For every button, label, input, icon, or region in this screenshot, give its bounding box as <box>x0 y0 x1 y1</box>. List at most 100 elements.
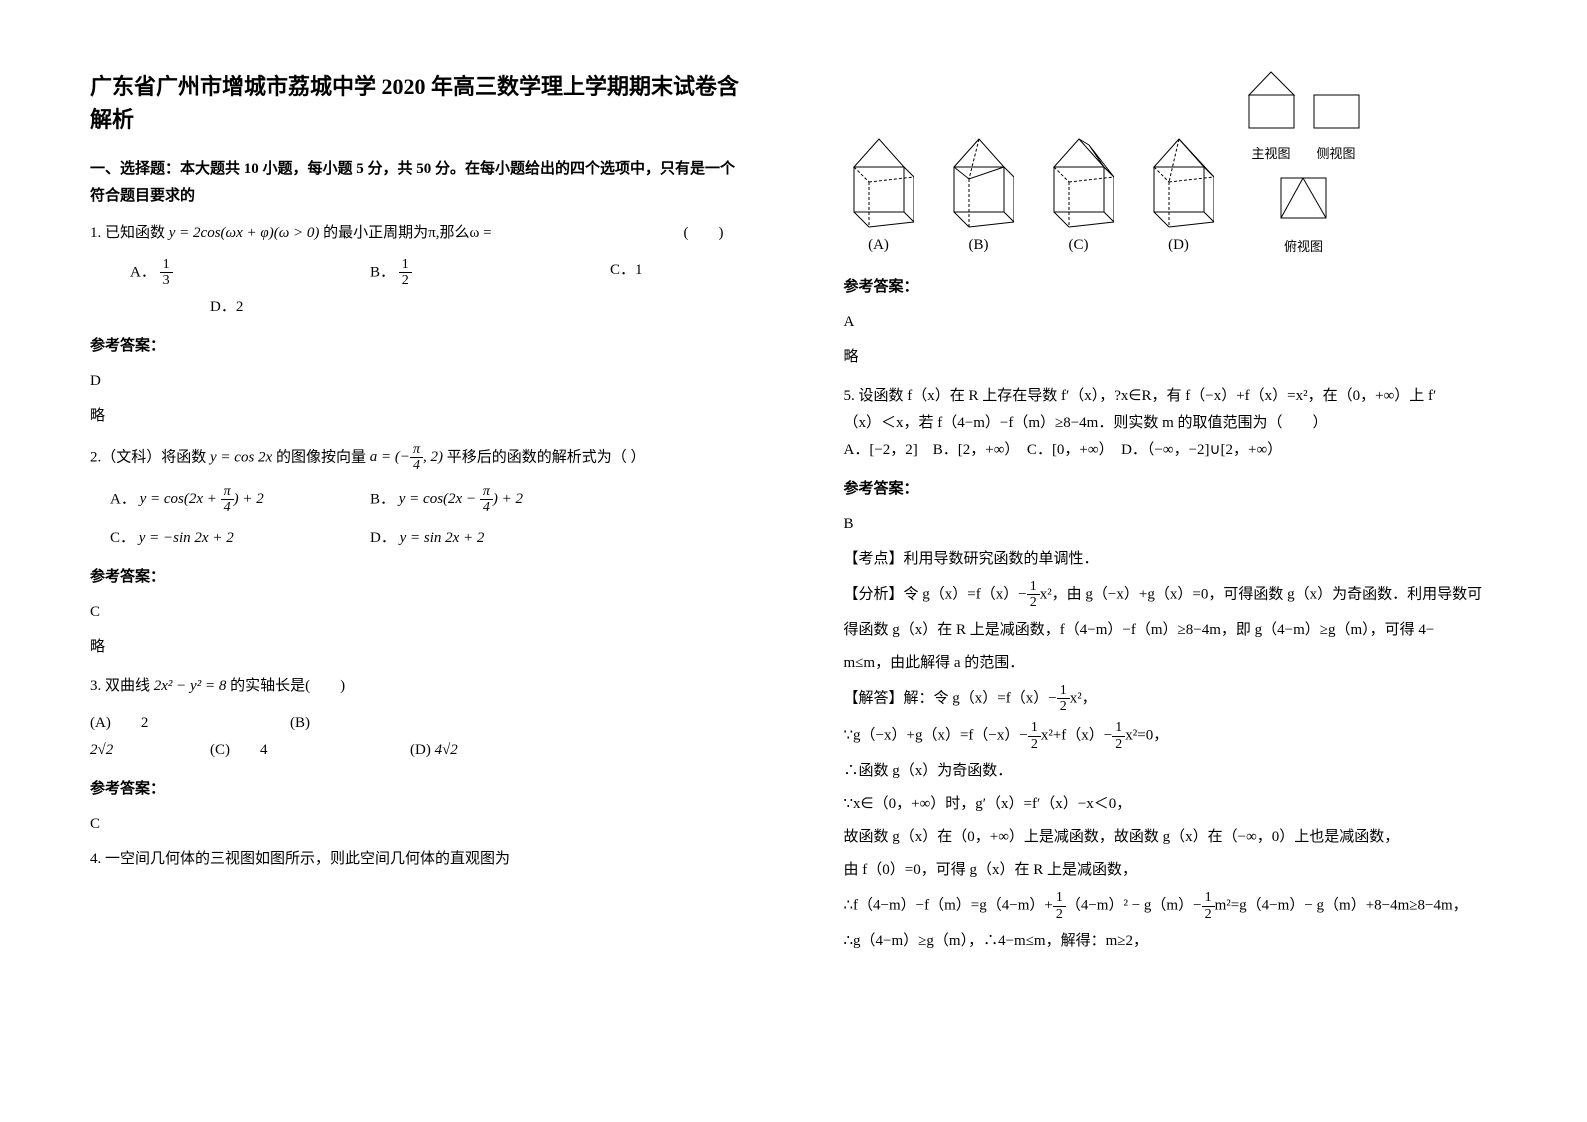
figure-c: (C) <box>1044 137 1114 259</box>
q2-formula2: a = (−π4, 2) <box>370 449 447 465</box>
q2-answer: C <box>90 599 744 626</box>
q5-line1: 5. 设函数 f（x）在 R 上存在导数 f′（x），?x∈R，有 f（−x）+… <box>844 383 1498 410</box>
q1-note: 略 <box>90 403 744 430</box>
figure-d-label: (D) <box>1144 232 1214 259</box>
q1-prefix: 1. 已知函数 <box>90 225 165 241</box>
q3-opt-d-label: (D) <box>410 742 431 758</box>
prism-d-icon <box>1144 137 1214 232</box>
q2-f2-prefix: a = (− <box>370 449 410 465</box>
figure-b: (B) <box>944 137 1014 259</box>
l1-pre: ∵g（−x）+g（x）=f（−x）− <box>844 728 1028 744</box>
q2-opt-c-formula: y = −sin 2x + 2 <box>139 530 234 546</box>
three-views: 主视图 侧视图 俯视 <box>1244 70 1364 259</box>
q2-opt-a-label: A． <box>110 491 136 507</box>
q3-opt-a: (A) 2 <box>90 710 290 737</box>
q3-opt-c: (C) 4 <box>210 737 410 764</box>
s-pre: 解：令 g（x）=f（x）− <box>904 690 1057 706</box>
figure-a: (A) <box>844 137 914 259</box>
question-4: 4. 一空间几何体的三视图如图所示，则此空间几何体的直观图为 <box>90 846 744 873</box>
side-view-icon <box>1309 70 1364 130</box>
q3-opt-d-formula: 4√2 <box>435 742 458 758</box>
q1-answer-label: 参考答案： <box>90 333 744 360</box>
q4-figures: (A) (B) <box>844 70 1498 259</box>
q4-note: 略 <box>844 344 1498 371</box>
top-view-icon <box>1276 173 1331 223</box>
q5-options: A．[−2，2] B．[2，+∞） C．[0，+∞） D．（−∞，−2]∪[2，… <box>844 437 1498 464</box>
q2-opt-d-formula: y = sin 2x + 2 <box>400 530 485 546</box>
q1-opt-b-frac: 12 <box>399 257 412 289</box>
q2-opt-d-label: D． <box>370 530 396 546</box>
q1-opt-a-frac: 13 <box>160 257 173 289</box>
section-1-header: 一、选择题：本大题共 10 小题，每小题 5 分，共 50 分。在每小题给出的四… <box>90 156 744 210</box>
q5-analysis-2: 得函数 g（x）在 R 上是减函数，f（4−m）−f（m）≥8−4m，即 g（4… <box>844 617 1498 644</box>
q1-suffix: 的最小正周期为π,那么ω = <box>323 225 491 241</box>
q5-solve-line6: ∴f（4−m）−f（m）=g（4−m）+12（4−m）² − g（m）−12m²… <box>844 890 1498 922</box>
figure-c-label: (C) <box>1044 232 1114 259</box>
q1-paren: ( ) <box>684 220 724 247</box>
top-view-label: 俯视图 <box>1276 235 1331 258</box>
question-3: 3. 双曲线 2x² − y² = 8 的实轴长是( ) <box>90 673 744 700</box>
q1-opt-d: D．2 <box>210 299 243 315</box>
solve-label: 【解答】 <box>844 690 904 706</box>
figure-d: (D) <box>1144 137 1214 259</box>
q5-solve-line3: ∵x∈（0，+∞）时，g′（x）=f′（x）−x＜0， <box>844 791 1498 818</box>
q5-solve-line7: ∴g（4−m）≥g（m），∴4−m≤m，解得：m≥2， <box>844 928 1498 955</box>
a-suf: x²，由 g（−x）+g（x）=0，可得函数 g（x）为奇函数．利用导数可 <box>1040 586 1482 602</box>
q3-opt-b: (B) <box>290 710 310 737</box>
side-view-label: 侧视图 <box>1309 142 1364 165</box>
question-2: 2.（文科）将函数 y = cos 2x 的图像按向量 a = (−π4, 2)… <box>90 442 744 474</box>
question-5: 5. 设函数 f（x）在 R 上存在导数 f′（x），?x∈R，有 f（−x）+… <box>844 383 1498 464</box>
l6-pre: ∴f（4−m）−f（m）=g（4−m）+ <box>844 897 1053 913</box>
prism-a-icon <box>844 137 914 232</box>
q2-suffix: 平移后的函数的解析式为（ ） <box>447 449 646 465</box>
q2-answer-label: 参考答案： <box>90 564 744 591</box>
figure-a-label: (A) <box>844 232 914 259</box>
q1-options: A． 13 B． 12 C．1 D．2 <box>130 257 744 321</box>
front-view-label: 主视图 <box>1244 142 1299 165</box>
q4-answer: A <box>844 309 1498 336</box>
q3-answer: C <box>90 811 744 838</box>
l6-mid: （4−m）² − g（m）− <box>1066 897 1202 913</box>
prism-b-icon <box>944 137 1014 232</box>
topic-text: 利用导数研究函数的单调性． <box>904 551 1099 567</box>
q5-solve-1: 【解答】解：令 g（x）=f（x）−12x²， <box>844 683 1498 715</box>
q2-a-suf: ) + 2 <box>234 491 264 507</box>
s-suf: x²， <box>1070 690 1097 706</box>
q5-solve-line4: 故函数 g（x）在（0，+∞）上是减函数，故函数 g（x）在（−∞，0）上也是减… <box>844 824 1498 851</box>
q2-options: A． y = cos(2x + π4) + 2 B． y = cos(2x − … <box>110 484 744 553</box>
q5-answer-label: 参考答案： <box>844 476 1498 503</box>
q2-formula1: y = cos 2x <box>210 449 272 465</box>
q2-opt-c-label: C． <box>110 530 135 546</box>
q2-a-pre: y = cos(2x + <box>140 491 221 507</box>
q3-opt-b2: 2√2 <box>90 737 210 764</box>
q5-solve-line1: ∵g（−x）+g（x）=f（−x）−12x²+f（x）−12x²=0， <box>844 720 1498 752</box>
a-pre: 令 g（x）=f（x）− <box>904 586 1027 602</box>
q1-formula: y = 2cos(ωx + φ)(ω > 0) <box>169 225 320 241</box>
q1-answer: D <box>90 368 744 395</box>
q5-line2: （x）＜x，若 f（4−m）−f（m）≥8−4m．则实数 m 的取值范围为（ ） <box>844 410 1498 437</box>
q1-opt-b-label: B． <box>370 264 395 280</box>
q2-opt-b-formula: y = cos(2x − π4) + 2 <box>399 491 523 507</box>
front-view-icon <box>1244 70 1299 130</box>
q3-answer-label: 参考答案： <box>90 776 744 803</box>
q5-answer: B <box>844 511 1498 538</box>
q2-opt-a-formula: y = cos(2x + π4) + 2 <box>140 491 264 507</box>
q3-suffix: 的实轴长是( ) <box>230 678 345 694</box>
q4-answer-label: 参考答案： <box>844 274 1498 301</box>
q2-note: 略 <box>90 634 744 661</box>
prism-c-icon <box>1044 137 1114 232</box>
q5-solve-line2: ∴函数 g（x）为奇函数． <box>844 758 1498 785</box>
q2-f2-suffix: , 2) <box>423 449 443 465</box>
q2-mid: 的图像按向量 <box>276 449 366 465</box>
q2-prefix: 2.（文科）将函数 <box>90 449 206 465</box>
l6-suf: m²=g（4−m）− g（m）+8−4m≥8−4m， <box>1215 897 1468 913</box>
q2-opt-b-label: B． <box>370 491 395 507</box>
q3-options: (A) 2 (B) 2√2 (C) 4 (D) 4√2 <box>90 710 744 764</box>
figure-b-label: (B) <box>944 232 1014 259</box>
q5-analysis-1: 【分析】令 g（x）=f（x）−12x²，由 g（−x）+g（x）=0，可得函数… <box>844 579 1498 611</box>
question-1: 1. 已知函数 y = 2cos(ωx + φ)(ω > 0) 的最小正周期为π… <box>90 220 744 247</box>
q2-b-pre: y = cos(2x − <box>399 491 480 507</box>
q5-topic: 【考点】利用导数研究函数的单调性． <box>844 546 1498 573</box>
q3-prefix: 3. 双曲线 <box>90 678 150 694</box>
document-title: 广东省广州市增城市荔城中学 2020 年高三数学理上学期期末试卷含解析 <box>90 70 744 136</box>
